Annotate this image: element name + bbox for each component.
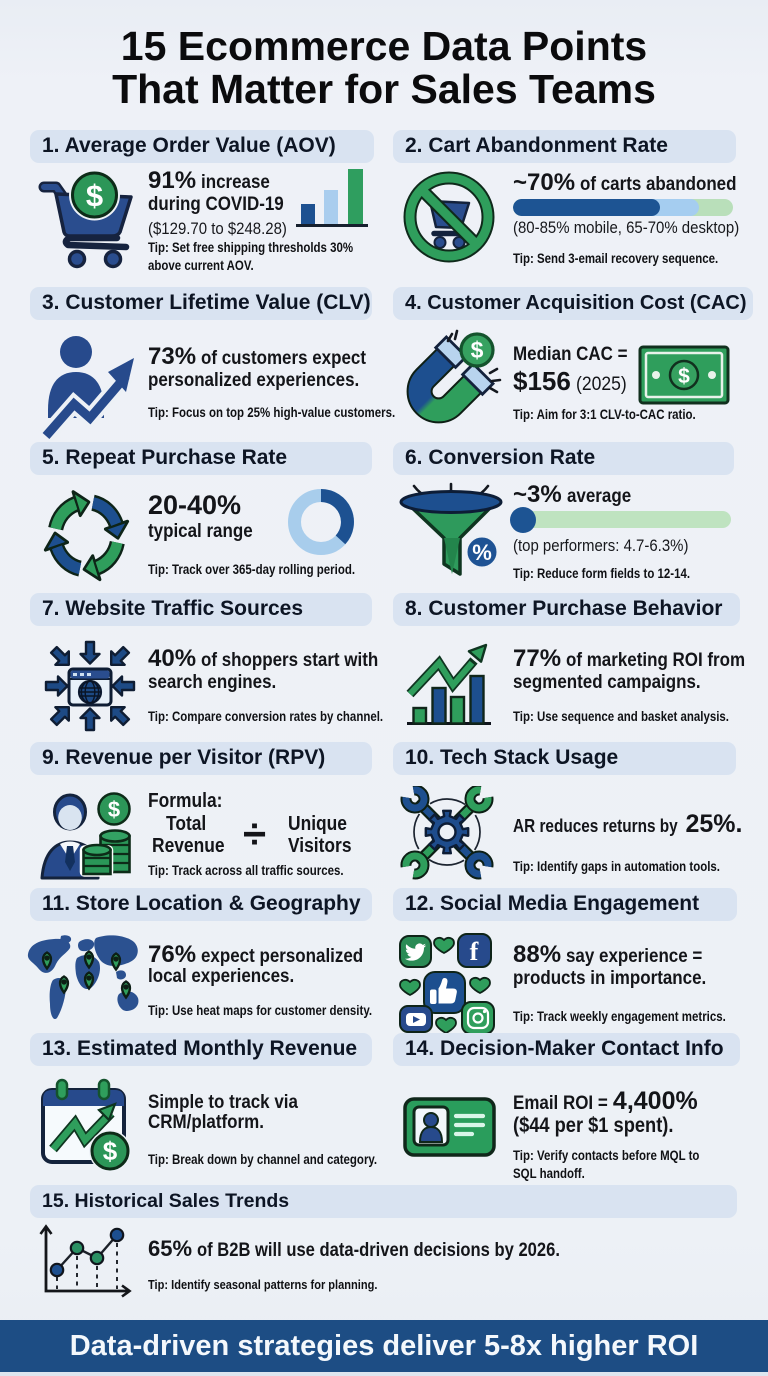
- svg-text:$: $: [471, 337, 484, 363]
- svg-text:$: $: [678, 365, 690, 388]
- svg-text:%: %: [472, 540, 492, 565]
- svg-text:$: $: [86, 178, 103, 213]
- svg-text:$: $: [108, 797, 120, 822]
- svg-text:f: f: [470, 937, 479, 966]
- svg-text:$: $: [103, 1136, 118, 1166]
